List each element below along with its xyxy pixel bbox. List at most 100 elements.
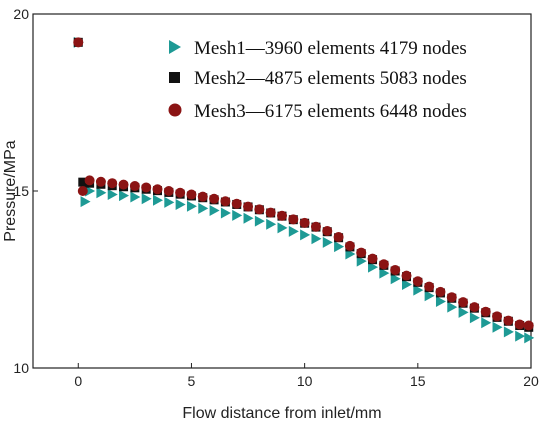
data-point-1 xyxy=(402,278,412,290)
data-point-3 xyxy=(344,240,355,251)
legend-marker-mesh3 xyxy=(168,103,182,117)
data-point-3 xyxy=(231,198,242,209)
data-point-1 xyxy=(220,207,231,219)
data-point-3 xyxy=(186,189,197,200)
data-point-1 xyxy=(458,306,469,318)
data-point-3 xyxy=(220,196,231,207)
data-point-1 xyxy=(243,212,254,224)
legend-label-mesh1: Mesh1—3960 elements 4179 nodes xyxy=(194,38,467,59)
data-point-3 xyxy=(254,204,265,215)
data-point-1 xyxy=(469,312,480,324)
y-tick-label: 10 xyxy=(13,360,29,376)
x-tick-label: 10 xyxy=(297,373,313,389)
legend-marker-mesh1 xyxy=(169,40,181,54)
data-point-3 xyxy=(503,315,514,326)
data-point-3 xyxy=(469,302,480,313)
data-point-3 xyxy=(299,217,310,228)
axis-ticks: 0 5 10 15 20 10 15 20 xyxy=(13,6,539,389)
data-point-3 xyxy=(412,276,423,287)
y-tick-label: 20 xyxy=(13,6,29,22)
data-point-3 xyxy=(163,186,174,196)
legend-label-mesh2: Mesh2—4875 elements 5083 nodes xyxy=(194,68,467,89)
x-tick-label: 20 xyxy=(523,373,539,389)
data-point-1 xyxy=(334,241,345,253)
data-point-3 xyxy=(265,207,276,218)
data-point-3 xyxy=(288,214,299,225)
data-point-1 xyxy=(447,301,458,313)
data-point-1 xyxy=(266,218,277,230)
data-point-1 xyxy=(141,193,152,205)
legend: Mesh1—3960 elements 4179 nodes Mesh2—487… xyxy=(168,38,467,122)
x-tick-label: 15 xyxy=(410,373,426,389)
data-point-1 xyxy=(186,200,197,212)
data-point-3 xyxy=(152,184,163,195)
data-point-1 xyxy=(356,255,367,267)
data-point-3 xyxy=(310,221,321,232)
x-tick-label: 5 xyxy=(188,373,196,389)
data-point-1 xyxy=(175,198,186,210)
data-point-3 xyxy=(107,178,118,189)
data-point-1 xyxy=(130,191,141,203)
legend-label-mesh3: Mesh3—6175 elements 6448 nodes xyxy=(194,101,467,122)
data-point-3 xyxy=(480,306,491,317)
data-point-3 xyxy=(95,176,106,187)
data-point-3 xyxy=(243,201,254,212)
data-point-1 xyxy=(254,215,265,227)
data-point-3 xyxy=(141,182,152,193)
data-point-1 xyxy=(153,194,163,206)
data-point-3 xyxy=(73,37,84,48)
data-point-3 xyxy=(77,186,88,196)
legend-marker-mesh2 xyxy=(169,72,180,83)
y-tick-label: 15 xyxy=(13,183,29,199)
data-point-3 xyxy=(84,175,95,186)
data-point-1 xyxy=(524,332,535,344)
data-point-1 xyxy=(119,190,130,202)
data-point-3 xyxy=(356,247,367,258)
data-point-1 xyxy=(515,330,526,342)
data-points xyxy=(73,36,535,344)
data-point-3 xyxy=(277,210,287,221)
data-point-3 xyxy=(401,270,412,281)
data-point-1 xyxy=(209,204,220,216)
data-point-1 xyxy=(424,290,435,302)
data-point-3 xyxy=(367,253,378,264)
data-point-1 xyxy=(232,209,243,221)
data-point-1 xyxy=(164,196,175,208)
data-point-3 xyxy=(424,281,435,292)
data-point-1 xyxy=(96,187,107,199)
data-point-1 xyxy=(503,326,514,338)
data-point-1 xyxy=(413,284,424,296)
data-point-1 xyxy=(322,236,333,248)
data-point-3 xyxy=(175,187,186,198)
data-point-3 xyxy=(197,191,208,202)
x-axis-label: Flow distance from inlet/mm xyxy=(182,405,381,422)
data-point-3 xyxy=(523,320,534,331)
data-point-1 xyxy=(435,295,446,307)
data-point-3 xyxy=(209,193,220,204)
y-axis-label: Pressure/MPa xyxy=(2,140,19,241)
x-tick-label: 0 xyxy=(74,373,82,389)
data-point-1 xyxy=(80,196,91,208)
data-point-3 xyxy=(129,181,140,192)
data-point-3 xyxy=(333,232,344,243)
data-point-2 xyxy=(78,177,88,187)
data-point-3 xyxy=(378,259,389,270)
data-point-1 xyxy=(300,229,311,241)
data-point-1 xyxy=(277,222,288,234)
data-point-3 xyxy=(322,226,333,237)
data-point-1 xyxy=(288,225,299,237)
data-point-3 xyxy=(118,179,129,190)
data-point-1 xyxy=(492,321,503,333)
plot-area: 0 5 10 15 20 10 15 20 xyxy=(13,6,539,389)
data-point-3 xyxy=(514,319,525,330)
data-point-1 xyxy=(379,267,390,279)
data-point-1 xyxy=(481,317,492,329)
data-point-1 xyxy=(311,233,322,245)
data-point-3 xyxy=(458,297,469,308)
data-point-1 xyxy=(85,185,96,197)
data-point-3 xyxy=(390,264,401,275)
data-point-3 xyxy=(446,292,457,303)
data-point-3 xyxy=(435,286,446,297)
data-point-1 xyxy=(368,261,379,273)
